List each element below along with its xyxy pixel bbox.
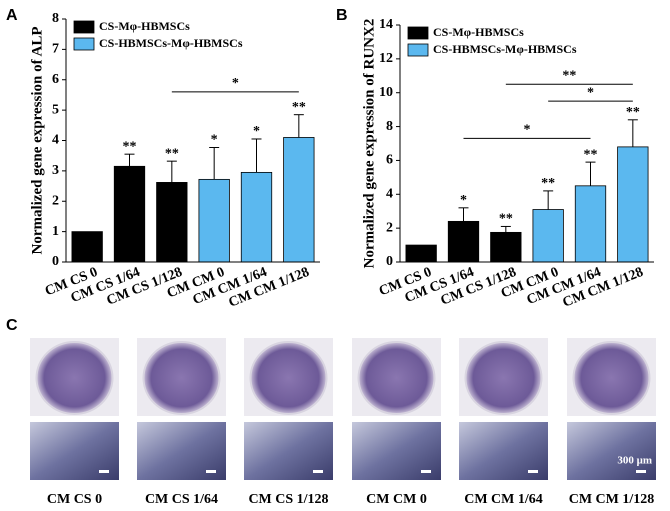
y-tick-label: 12 bbox=[379, 51, 393, 66]
caption: CM CM 1/128 bbox=[569, 492, 655, 507]
bar bbox=[447, 220, 480, 263]
y-tick-label: 1 bbox=[52, 224, 59, 239]
dish-well bbox=[249, 341, 328, 415]
legend-label: CS-Mφ-HBMSCs bbox=[99, 19, 190, 33]
significance: ** bbox=[584, 147, 598, 162]
bracket-label: * bbox=[587, 85, 594, 100]
y-tick-label: 4 bbox=[386, 187, 393, 202]
bar bbox=[198, 178, 230, 263]
bracket-label: * bbox=[232, 76, 239, 91]
legend-label: CS-HBMSCs-Mφ-HBMSCs bbox=[99, 36, 243, 50]
bar bbox=[156, 182, 188, 263]
significance: * bbox=[460, 193, 467, 208]
y-tick-label: 6 bbox=[386, 153, 393, 168]
y-axis-label: Normalized gene expression of RUNX2 bbox=[361, 19, 377, 269]
y-tick-label: 0 bbox=[52, 254, 59, 269]
scale-bar bbox=[99, 470, 109, 473]
y-tick-label: 7 bbox=[52, 42, 59, 57]
y-tick-label: 6 bbox=[52, 72, 59, 87]
legend-label: CS-Mφ-HBMSCs bbox=[433, 25, 524, 39]
bar bbox=[617, 146, 649, 263]
y-tick-label: 8 bbox=[386, 119, 393, 134]
caption: CM CM 1/64 bbox=[464, 492, 543, 507]
significance: ** bbox=[165, 146, 179, 161]
scale-bar bbox=[528, 470, 538, 473]
significance: ** bbox=[499, 212, 513, 227]
panel-label: C bbox=[6, 317, 18, 334]
bar bbox=[113, 165, 146, 263]
y-tick-label: 5 bbox=[52, 102, 59, 117]
bar bbox=[283, 137, 315, 263]
bar bbox=[71, 231, 103, 263]
dish-well bbox=[357, 341, 436, 415]
legend-swatch bbox=[407, 26, 429, 40]
legend-swatch bbox=[73, 37, 95, 51]
dish-well bbox=[35, 341, 114, 415]
panel-label: B bbox=[336, 7, 348, 24]
scale-bar bbox=[636, 470, 646, 473]
dish-well bbox=[464, 341, 543, 415]
caption: CM CM 0 bbox=[366, 492, 427, 507]
bar bbox=[574, 185, 607, 263]
caption: CM CS 0 bbox=[47, 492, 102, 507]
y-tick-label: 10 bbox=[379, 85, 393, 100]
significance: ** bbox=[292, 100, 306, 115]
significance: ** bbox=[626, 105, 640, 120]
y-tick-label: 14 bbox=[379, 17, 393, 32]
bar bbox=[532, 209, 564, 263]
significance: * bbox=[253, 124, 260, 139]
dish-well bbox=[572, 341, 651, 415]
y-axis-label: Normalized gene expression of ALP bbox=[29, 26, 45, 254]
scale-bar bbox=[313, 470, 323, 473]
y-tick-label: 0 bbox=[386, 254, 393, 269]
significance: ** bbox=[123, 139, 137, 154]
legend-swatch bbox=[73, 20, 95, 34]
bracket-label: * bbox=[524, 123, 531, 138]
bracket-label: ** bbox=[562, 68, 576, 83]
scale-label: 300 μm bbox=[617, 455, 652, 467]
dish-well bbox=[142, 341, 221, 415]
bar bbox=[240, 171, 273, 263]
significance: ** bbox=[541, 176, 555, 191]
y-tick-label: 4 bbox=[52, 133, 59, 148]
y-tick-label: 3 bbox=[52, 163, 59, 178]
legend-swatch bbox=[407, 43, 429, 57]
y-tick-label: 2 bbox=[52, 193, 59, 208]
scale-bar bbox=[206, 470, 216, 473]
significance: * bbox=[211, 133, 218, 148]
scale-bar bbox=[421, 470, 431, 473]
caption: CM CS 1/128 bbox=[248, 492, 328, 507]
panel-label: A bbox=[6, 7, 18, 24]
caption: CM CS 1/64 bbox=[145, 492, 218, 507]
legend-label: CS-HBMSCs-Mφ-HBMSCs bbox=[433, 42, 577, 56]
y-tick-label: 8 bbox=[52, 11, 59, 26]
bar bbox=[405, 244, 437, 263]
bar bbox=[490, 231, 522, 263]
y-tick-label: 2 bbox=[386, 220, 393, 235]
